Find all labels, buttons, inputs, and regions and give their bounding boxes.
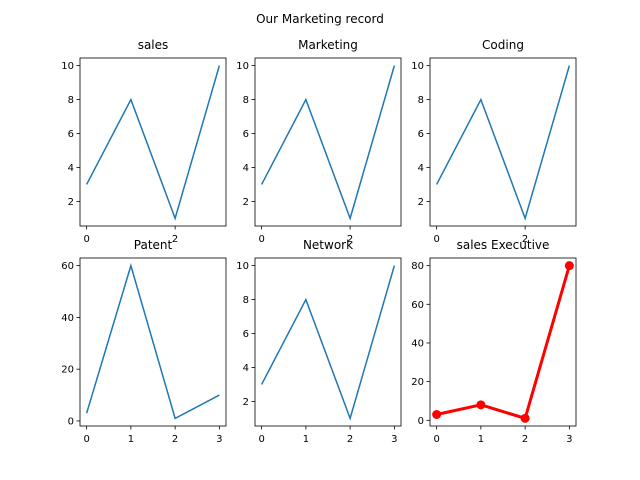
- x-tick-label: 0: [433, 234, 439, 245]
- subplot-3: Coding 0 2 2 4 6 8 10: [411, 38, 577, 245]
- y-tick-label: 0: [68, 416, 74, 427]
- y-tick-label: 8: [243, 295, 249, 306]
- series-line: [260, 65, 396, 221]
- subplot-title: sales Executive: [457, 238, 550, 252]
- series-line: [85, 65, 221, 221]
- subplot-title: Patent: [134, 238, 173, 252]
- y-tick-label: 80: [411, 261, 424, 272]
- x-tick-label: 0: [83, 434, 89, 445]
- y-tick-label: 4: [243, 163, 249, 174]
- subplot-4: Patent 0 1 2 3 0 20 40 60: [61, 238, 227, 445]
- data-point: [520, 413, 530, 423]
- y-tick-label: 60: [61, 261, 74, 272]
- subplot-6: sales Executive 0 1 2 3 0 20 40 60 80: [411, 238, 577, 445]
- y-tick-label: 40: [411, 338, 424, 349]
- y-tick-label: 40: [61, 313, 74, 324]
- subplot-title: Coding: [482, 38, 524, 52]
- series-line: [260, 265, 396, 421]
- y-tick-label: 10: [236, 261, 249, 272]
- x-tick-label: 3: [391, 434, 397, 445]
- subplot-title: Marketing: [298, 38, 358, 52]
- series-line: [85, 262, 220, 420]
- subplot-title: Network: [303, 238, 353, 252]
- data-point: [432, 409, 442, 419]
- x-tick-label: 3: [216, 434, 222, 445]
- y-tick-label: 6: [68, 129, 74, 140]
- subplot-2: Marketing 0 2 2 4 6 8 10: [236, 38, 402, 245]
- y-tick-label: 4: [68, 163, 74, 174]
- series-line: [436, 265, 571, 421]
- y-tick-label: 20: [411, 377, 424, 388]
- x-tick-label: 0: [258, 434, 264, 445]
- x-tick-label: 0: [83, 234, 89, 245]
- axes-frame: [79, 57, 227, 227]
- axes-frame: [254, 57, 402, 227]
- x-tick-label: 2: [172, 234, 178, 245]
- x-tick-label: 2: [347, 434, 353, 445]
- y-tick-label: 10: [236, 61, 249, 72]
- y-tick-label: 6: [418, 129, 424, 140]
- y-tick-label: 2: [243, 197, 249, 208]
- y-tick-label: 6: [243, 129, 249, 140]
- subplot-title: sales: [138, 38, 169, 52]
- x-tick-label: 2: [347, 234, 353, 245]
- x-tick-label: 2: [522, 234, 528, 245]
- axes-frame: [254, 257, 402, 427]
- axes-frame: [429, 57, 577, 227]
- subplot-1: sales 0 2 2 4 6 8 10: [61, 38, 227, 245]
- y-tick-label: 10: [61, 61, 74, 72]
- x-tick-label: 2: [172, 434, 178, 445]
- x-tick-label: 3: [566, 434, 572, 445]
- axes-frame: [429, 257, 577, 427]
- x-tick-label: 0: [433, 434, 439, 445]
- y-tick-label: 6: [243, 329, 249, 340]
- subplot-5: Network 0 1 2 3 2 4 6 8 10: [236, 238, 402, 445]
- x-tick-label: 0: [258, 234, 264, 245]
- y-tick-label: 2: [243, 397, 249, 408]
- y-tick-label: 4: [418, 163, 424, 174]
- x-tick-label: 1: [303, 434, 309, 445]
- axes-frame: [79, 257, 227, 427]
- data-point: [476, 400, 486, 410]
- y-tick-label: 10: [411, 61, 424, 72]
- series-line: [435, 65, 571, 221]
- y-tick-label: 4: [243, 363, 249, 374]
- y-tick-label: 60: [411, 300, 424, 311]
- data-point: [564, 261, 574, 271]
- y-tick-label: 2: [68, 197, 74, 208]
- y-tick-label: 20: [61, 365, 74, 376]
- y-tick-label: 2: [418, 197, 424, 208]
- y-tick-label: 8: [243, 95, 249, 106]
- y-tick-label: 8: [418, 95, 424, 106]
- figure-title: Our Marketing record: [256, 12, 384, 26]
- y-tick-label: 8: [68, 95, 74, 106]
- x-tick-label: 1: [478, 434, 484, 445]
- y-tick-label: 0: [418, 416, 424, 427]
- x-tick-label: 1: [128, 434, 134, 445]
- x-tick-label: 2: [522, 434, 528, 445]
